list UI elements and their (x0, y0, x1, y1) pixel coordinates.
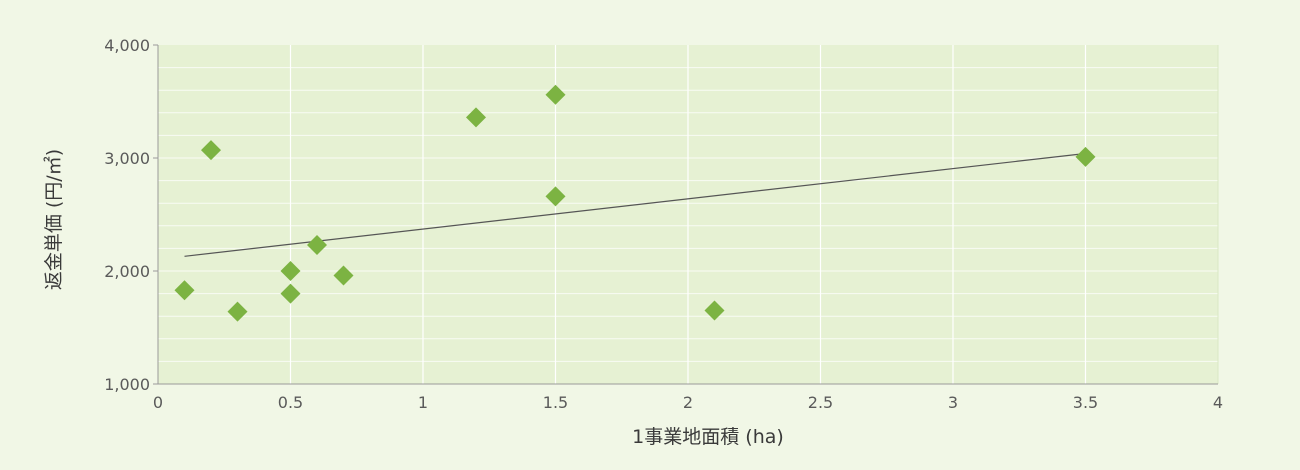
grid (158, 45, 1219, 384)
x-tick-label: 0 (153, 393, 163, 412)
data-point (227, 301, 248, 322)
data-point (307, 235, 327, 256)
data-point (280, 261, 301, 281)
y-tick-label: 2,000 (104, 262, 150, 281)
tick-labels: 1,000 2,000 3,000 4,000 0 0.5 1 1.5 2 2.5 3 3.5 4 (104, 36, 1223, 412)
y-tick-label: 1,000 (104, 375, 150, 394)
x-tick-label: 2.5 (808, 393, 833, 412)
data-point (333, 265, 354, 286)
y-tick-label: 3,000 (104, 149, 150, 168)
axes (153, 44, 1218, 385)
data-point (201, 140, 221, 161)
x-axis-title: 1事業地面積 (ha) (632, 426, 784, 448)
x-tick-label: 3.5 (1073, 393, 1098, 412)
data-point (545, 186, 566, 207)
data-points (174, 84, 1096, 322)
data-point (466, 107, 486, 128)
data-point (1075, 146, 1096, 167)
x-tick-label: 2 (683, 393, 693, 412)
y-tick-label: 4,000 (104, 36, 150, 55)
trendline (184, 152, 1086, 257)
data-point (280, 283, 301, 304)
x-tick-label: 1.5 (543, 393, 568, 412)
data-point (704, 300, 725, 321)
data-point (545, 84, 566, 105)
x-tick-label: 3 (948, 393, 958, 412)
data-point (174, 280, 195, 301)
x-tick-label: 1 (418, 393, 428, 412)
x-tick-label: 0.5 (278, 393, 303, 412)
x-tick-label: 4 (1213, 393, 1223, 412)
y-axis-title: 返金単価 (円/㎡) (42, 149, 65, 290)
